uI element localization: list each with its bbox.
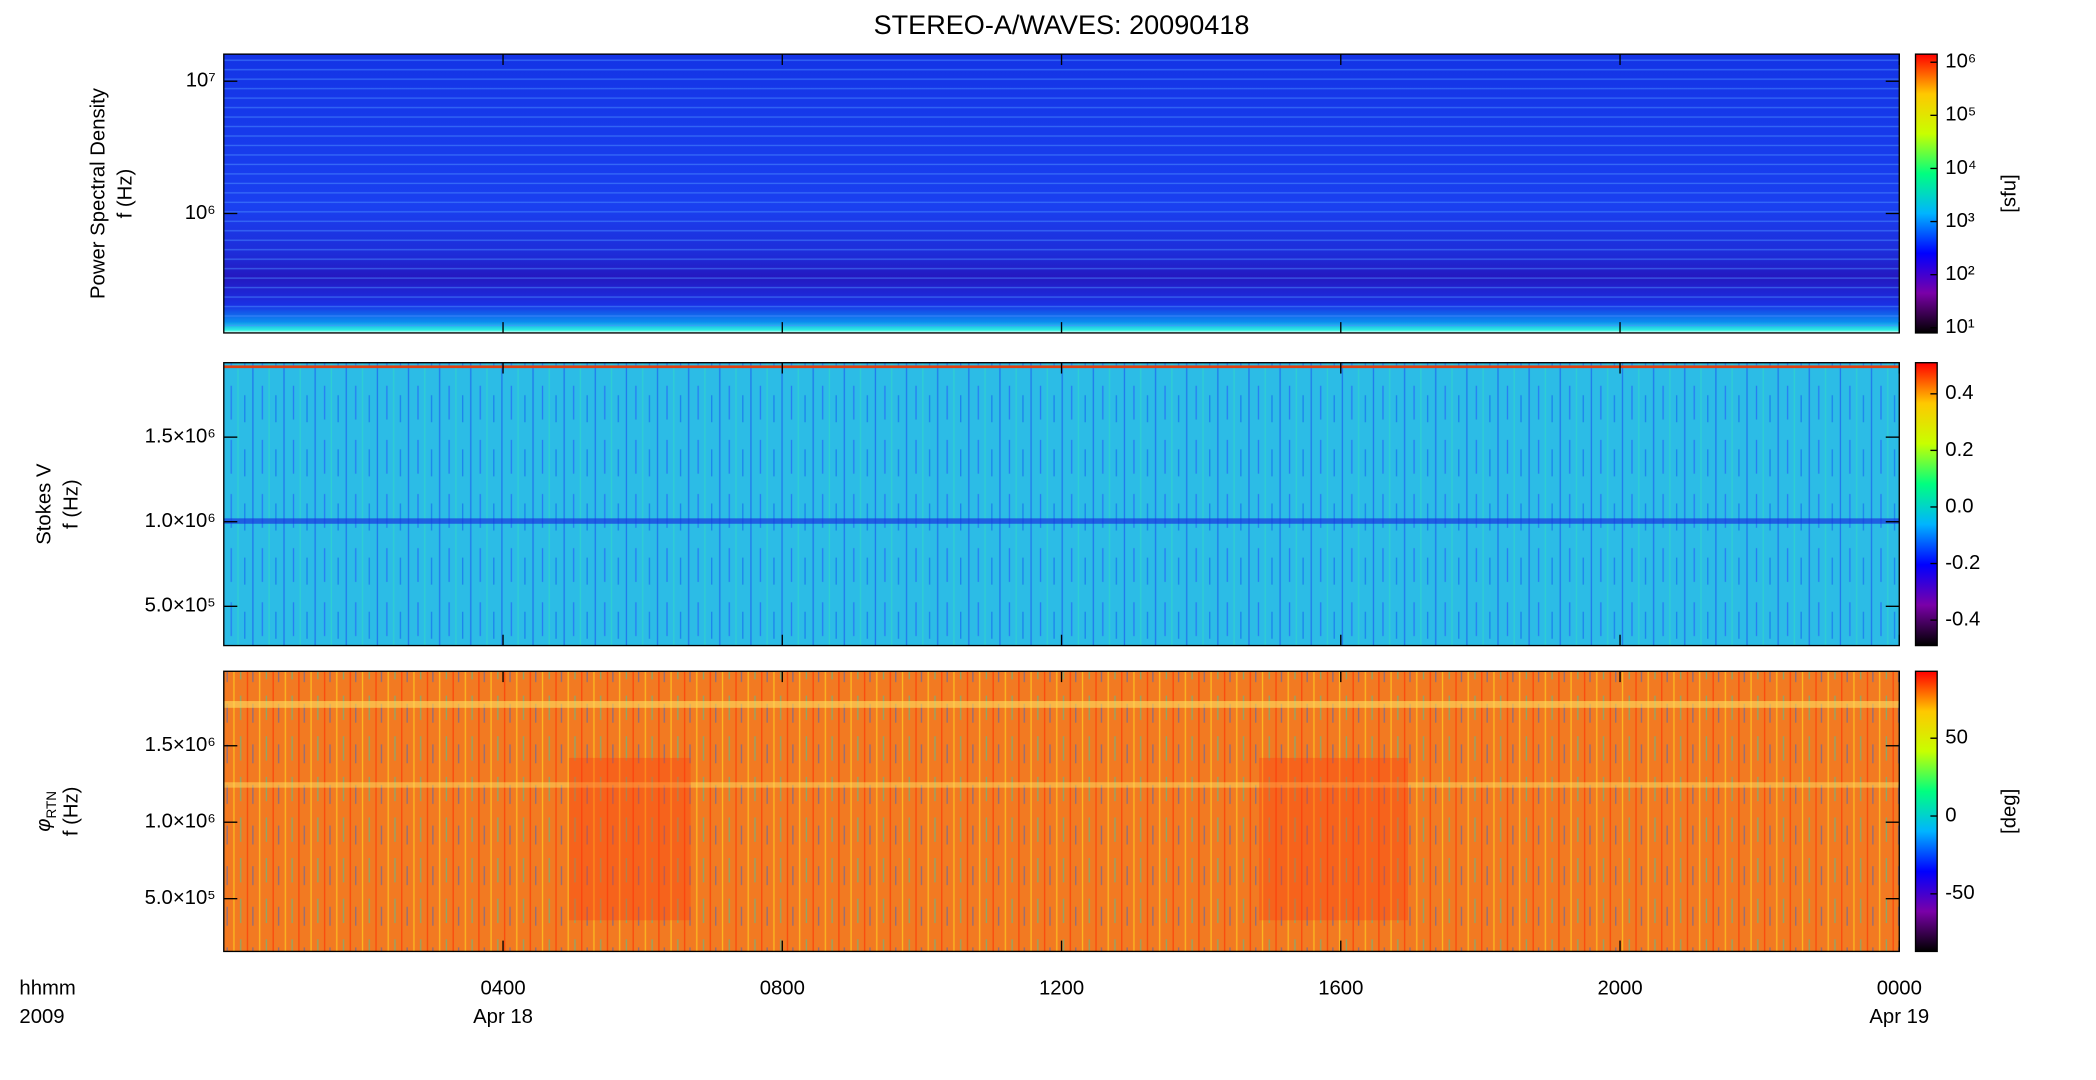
- colorbar-tick-label: 0: [1945, 804, 1956, 826]
- x-axis-year: 2009: [19, 1006, 64, 1028]
- y-axis-label: Stokes V: [34, 463, 56, 545]
- y-tick-label: 1.0×10⁶: [145, 811, 216, 833]
- spectrogram-texture: [223, 671, 1900, 952]
- colorbar-tick-label: -0.2: [1945, 552, 1980, 574]
- y-tick-label: 5.0×10⁵: [145, 887, 216, 909]
- colorbar-tick-label: 0.4: [1945, 382, 1973, 404]
- y-tick-label: 1.0×10⁶: [145, 510, 216, 532]
- spectrogram-band: [223, 701, 1900, 708]
- x-tick-label: 0400: [480, 978, 525, 1000]
- colorbar-tick-label: 10¹: [1945, 316, 1975, 338]
- y-tick-label: 1.5×10⁶: [145, 426, 216, 448]
- colorbar-tick-label: -50: [1945, 882, 1974, 904]
- spectrogram-band: [223, 782, 1900, 788]
- colorbar: [1914, 670, 1938, 953]
- spectrogram-burst: [568, 757, 691, 921]
- colorbar-tick-label: 10⁶: [1945, 51, 1976, 73]
- spectrogram-texture: [223, 54, 1900, 333]
- x-tick-label: 1600: [1318, 978, 1363, 1000]
- spectrogram-texture: [223, 362, 1900, 646]
- x-tick-label: 2000: [1597, 978, 1642, 1000]
- y-axis-label: Power Spectral Density: [88, 87, 110, 299]
- date-label: Apr 19: [1869, 1006, 1929, 1028]
- y-tick-label: 10⁶: [185, 202, 216, 224]
- y-axis-label: φRTN: [34, 791, 59, 832]
- panels: [223, 54, 1900, 952]
- colorbar-label: [deg]: [1999, 789, 2021, 834]
- y-axis-label: f (Hz): [61, 479, 83, 529]
- x-tick-label: 0000: [1877, 978, 1922, 1000]
- colorbar-tick-label: 50: [1945, 727, 1968, 749]
- chart-title: STEREO-A/WAVES: 20090418: [874, 10, 1250, 40]
- x-tick-label: 0800: [760, 978, 805, 1000]
- y-tick-label: 1.5×10⁶: [145, 734, 216, 756]
- x-tick-label: 1200: [1039, 978, 1084, 1000]
- colorbar-label: [sfu]: [1999, 174, 2021, 212]
- spectrogram-band: [223, 518, 1900, 524]
- spectrogram-burst: [1259, 757, 1408, 921]
- y-axis-label: f (Hz): [115, 169, 137, 219]
- y-tick-label: 5.0×10⁵: [145, 595, 216, 617]
- x-axis-label: hhmm: [19, 978, 75, 1000]
- colorbar-tick-label: 10³: [1945, 210, 1975, 232]
- colorbar-tick-label: 10²: [1945, 263, 1975, 285]
- y-axis-label: f (Hz): [61, 787, 83, 837]
- date-label: Apr 18: [473, 1006, 533, 1028]
- colorbar-tick-label: 10⁵: [1945, 104, 1976, 126]
- colorbar: [1914, 362, 1938, 647]
- colorbar-tick-label: 0.2: [1945, 439, 1973, 461]
- colorbar-tick-label: 10⁴: [1945, 157, 1976, 179]
- colorbar-tick-label: -0.4: [1945, 608, 1980, 630]
- colorbar-tick-label: 0.0: [1945, 495, 1973, 517]
- y-axis-symbol: φ: [34, 819, 56, 832]
- y-axis-subscript: RTN: [43, 791, 58, 819]
- y-tick-label: 10⁷: [186, 70, 216, 92]
- colorbar: [1914, 53, 1938, 334]
